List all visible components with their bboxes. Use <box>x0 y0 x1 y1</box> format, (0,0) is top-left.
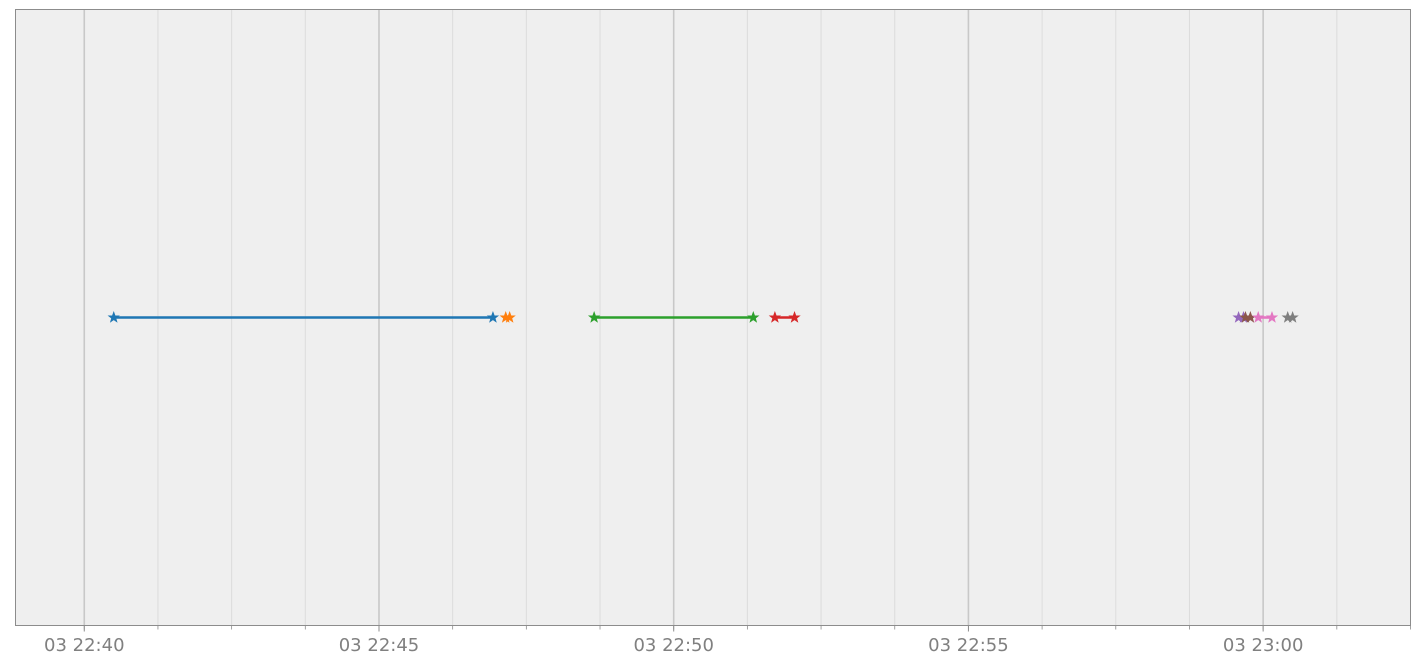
series-7 <box>1252 311 1279 323</box>
data-point-star <box>768 311 782 323</box>
data-point-star <box>1286 311 1299 323</box>
x-tick-label: 03 22:50 <box>633 635 714 656</box>
series-layer <box>107 311 1299 323</box>
series-2 <box>499 311 516 323</box>
series-3 <box>587 311 760 323</box>
data-point-star <box>587 311 601 323</box>
series-8 <box>1281 311 1299 323</box>
data-point-star <box>1265 311 1279 323</box>
data-point-star <box>486 311 500 323</box>
x-axis-tick-labels: 03 22:40 03 22:45 03 22:50 03 22:55 03 23:00 <box>44 635 1303 656</box>
data-point-star <box>107 311 120 323</box>
x-axis-ticks <box>83 625 1411 632</box>
data-point-star <box>1252 311 1265 323</box>
x-tick-label: 03 22:40 <box>44 635 125 656</box>
data-point-star <box>503 311 516 323</box>
x-tick-label: 03 22:55 <box>928 635 1009 656</box>
plot-frame <box>15 9 1411 626</box>
series-1 <box>107 311 500 323</box>
data-point-star <box>747 311 760 323</box>
x-tick-label: 03 22:45 <box>339 635 420 656</box>
series-4 <box>768 311 801 323</box>
x-tick-label: 03 23:00 <box>1223 635 1304 656</box>
data-point-star <box>788 311 801 323</box>
